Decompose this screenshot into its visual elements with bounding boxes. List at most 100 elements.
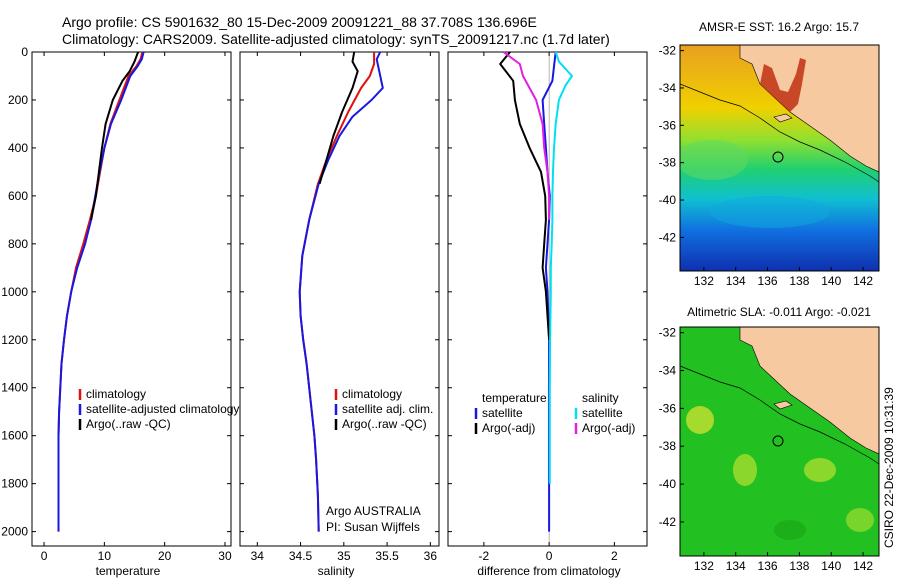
sst-map-title: AMSR-E SST: 16.2 Argo: 15.7 bbox=[699, 20, 859, 34]
sst-map-frame bbox=[679, 44, 880, 272]
difference-legend-label: temperature bbox=[482, 391, 547, 405]
difference-lines bbox=[448, 51, 647, 546]
sst-map-x-tick-label: 134 bbox=[726, 274, 746, 288]
salinity-panel: 34 34.5 35 35.5 36 salinity climatologysatel… bbox=[239, 51, 440, 578]
sla-argo-marker bbox=[772, 435, 784, 447]
depth-tick-label: 1000 bbox=[1, 285, 28, 299]
difference-x-tick-label: -2 bbox=[479, 549, 490, 563]
difference-series-2-line bbox=[548, 51, 573, 484]
header-line-2: Climatology: CARS2009. Satellite-adjuste… bbox=[62, 31, 610, 47]
sla-island bbox=[773, 400, 793, 410]
sla-map-y-tick-label: -42 bbox=[659, 515, 677, 529]
difference-legend-label: salinity bbox=[582, 391, 619, 405]
sla-patch-3 bbox=[804, 458, 836, 482]
sst-map-x-tick-label: 140 bbox=[821, 274, 841, 288]
sla-map: Altimetric SLA: -0.011 Argo: -0.021 132 1… bbox=[659, 305, 880, 573]
salinity-x-tick-label: 34.5 bbox=[289, 549, 313, 563]
sla-map-y-tick-label: -32 bbox=[659, 326, 677, 340]
header-line-1: Argo profile: CS 5901632_80 15-Dec-2009 … bbox=[62, 14, 537, 30]
temperature-x-tick-label: 10 bbox=[98, 549, 112, 563]
difference-series-3-line bbox=[502, 51, 551, 220]
temperature-x-tick-label: 30 bbox=[218, 549, 232, 563]
sst-cool-patch bbox=[710, 196, 830, 228]
sst-map-x-ticks: 132 134 136 138 140 142 bbox=[694, 267, 873, 288]
temperature-series-1-line bbox=[57, 51, 145, 532]
salinity-xlabel: salinity bbox=[318, 564, 355, 578]
sla-land bbox=[739, 327, 879, 455]
sla-map-x-tick-label: 138 bbox=[789, 559, 809, 573]
sla-map-y-ticks: -32 -34 -36 -38 -40 -42 bbox=[659, 326, 684, 529]
sst-map-x-tick-label: 132 bbox=[694, 274, 714, 288]
salinity-x-tick-label: 36 bbox=[424, 549, 438, 563]
difference-x-ticks: -2 0 2 bbox=[479, 52, 618, 563]
salinity-axes-frame bbox=[239, 51, 440, 547]
depth-tick-label: 200 bbox=[8, 93, 28, 107]
depth-tick-label: 0 bbox=[21, 45, 28, 59]
temperature-x-tick-label: 0 bbox=[41, 549, 48, 563]
temperature-legend-label: satellite-adjusted climatology bbox=[86, 402, 239, 416]
difference-xlabel: difference from climatology bbox=[477, 564, 620, 578]
salinity-annotation-1: Argo AUSTRALIA bbox=[326, 504, 421, 518]
salinity-annotation-2: PI: Susan Wijffels bbox=[326, 520, 420, 534]
difference-x-tick-label: 2 bbox=[611, 549, 618, 563]
temperature-legend-label: Argo(..raw -QC) bbox=[86, 417, 171, 431]
depth-tick-label: 1200 bbox=[1, 333, 28, 347]
salinity-legend-label: climatology bbox=[342, 387, 402, 401]
depth-tick-label: 1400 bbox=[1, 381, 28, 395]
sst-map-y-tick-label: -40 bbox=[659, 193, 677, 207]
sla-map-x-ticks: 132 134 136 138 140 142 bbox=[694, 552, 873, 573]
sst-map-y-ticks: -32 -34 -36 -38 -40 -42 bbox=[659, 44, 684, 244]
sst-map: AMSR-E SST: 16.2 Argo: 15.7 132 134 136 138… bbox=[659, 20, 880, 288]
salinity-x-tick-label: 35.5 bbox=[375, 549, 399, 563]
sla-map-y-tick-label: -34 bbox=[659, 364, 677, 378]
sla-shelf-line bbox=[680, 365, 879, 465]
sst-map-y-tick-label: -38 bbox=[659, 156, 677, 170]
salinity-x-ticks: 34 34.5 35 35.5 36 bbox=[251, 52, 438, 563]
sla-map-x-tick-label: 134 bbox=[726, 559, 746, 573]
sst-map-x-tick-label: 136 bbox=[758, 274, 778, 288]
sla-patch-2 bbox=[733, 454, 757, 486]
salinity-legend-label: Argo(..raw -QC) bbox=[342, 417, 427, 431]
side-timestamp-label: CSIRO 22-Dec-2009 10:31:39 bbox=[882, 387, 896, 548]
temperature-x-tick-label: 20 bbox=[158, 549, 172, 563]
sst-argo-marker bbox=[772, 151, 784, 163]
sla-map-x-tick-label: 132 bbox=[694, 559, 714, 573]
sst-map-y-tick-label: -34 bbox=[659, 81, 677, 95]
sst-map-y-tick-label: -32 bbox=[659, 44, 677, 58]
temperature-x-ticks: 0 10 20 30 bbox=[41, 52, 232, 563]
depth-tick-label: 1600 bbox=[1, 429, 28, 443]
temperature-panel: 0 10 20 30 0 200 400 600 800 1000 1200 1400 1600 180… bbox=[1, 45, 239, 578]
sla-map-title: Altimetric SLA: -0.011 Argo: -0.021 bbox=[687, 305, 871, 319]
sla-map-frame bbox=[679, 326, 880, 557]
temperature-series-2-line bbox=[90, 51, 140, 221]
depth-tick-label: 1800 bbox=[1, 477, 28, 491]
temperature-axes-frame bbox=[31, 51, 232, 547]
salinity-lines bbox=[240, 51, 439, 533]
sla-patch-5 bbox=[774, 520, 806, 540]
sla-map-y-tick-label: -40 bbox=[659, 477, 677, 491]
difference-axes-frame bbox=[447, 51, 648, 547]
temperature-legend-label: climatology bbox=[86, 387, 146, 401]
sla-map-y-tick-label: -38 bbox=[659, 439, 677, 453]
depth-tick-label: 800 bbox=[8, 237, 28, 251]
sst-warm-coast bbox=[760, 58, 806, 112]
sst-map-y-tick-label: -36 bbox=[659, 118, 677, 132]
depth-tick-label: 2000 bbox=[1, 525, 28, 539]
depth-tick-label: 400 bbox=[8, 141, 28, 155]
sst-map-x-tick-label: 138 bbox=[789, 274, 809, 288]
salinity-series-2-line bbox=[318, 51, 359, 185]
salinity-x-tick-label: 35 bbox=[337, 549, 351, 563]
difference-legend-label: Argo(-adj) bbox=[582, 421, 635, 435]
sla-patch-1 bbox=[686, 406, 714, 434]
sst-map-x-tick-label: 142 bbox=[853, 274, 873, 288]
salinity-x-tick-label: 34 bbox=[251, 549, 265, 563]
sst-shelf-line bbox=[680, 83, 879, 183]
difference-legend-label: Argo(-adj) bbox=[482, 421, 535, 435]
sla-map-x-tick-label: 140 bbox=[821, 559, 841, 573]
sst-map-y-tick-label: -42 bbox=[659, 230, 677, 244]
difference-legend-label: satellite bbox=[582, 406, 623, 420]
difference-legend-label: satellite bbox=[482, 406, 523, 420]
salinity-series-1-line bbox=[298, 51, 384, 532]
